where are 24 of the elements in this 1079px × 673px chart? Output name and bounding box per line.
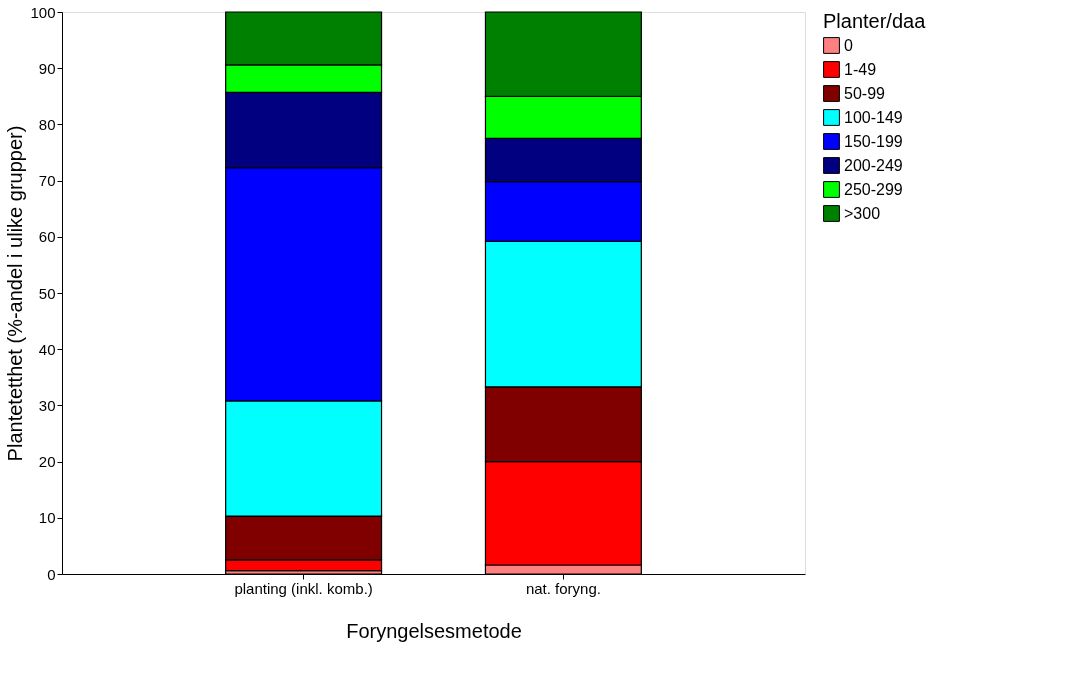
y-tick-label: 10 — [38, 509, 56, 527]
x-tick-label: nat. foryng. — [525, 579, 601, 597]
y-tick-label: 0 — [47, 565, 56, 583]
y-tick-label: 70 — [38, 172, 56, 190]
legend-label: 50-99 — [844, 84, 886, 102]
legend-label: 250-299 — [844, 180, 903, 198]
y-tick-label: 30 — [38, 396, 56, 414]
y-tick-label: 60 — [38, 228, 56, 246]
y-tick-label: 100 — [30, 3, 56, 21]
y-tick-label: 50 — [38, 284, 56, 302]
legend-title: Planter/daa — [823, 10, 927, 32]
legend-label: 150-199 — [844, 132, 903, 150]
y-tick-label: 20 — [38, 453, 56, 471]
y-axis-title: Plantetetthet (%-andel i ulike grupper) — [4, 125, 27, 462]
legend-label: 0 — [844, 36, 853, 54]
x-axis-title: Foryngelsesmetode — [346, 619, 522, 642]
legend-label: >300 — [844, 204, 881, 222]
legend-label: 100-149 — [844, 108, 903, 126]
y-tick-label: 80 — [38, 115, 56, 133]
y-tick-label: 90 — [38, 59, 56, 77]
legend-label: 200-249 — [844, 156, 903, 174]
legend-label: 1-49 — [844, 60, 877, 78]
y-tick-label: 40 — [38, 340, 56, 358]
x-tick-label: planting (inkl. komb.) — [234, 579, 373, 597]
